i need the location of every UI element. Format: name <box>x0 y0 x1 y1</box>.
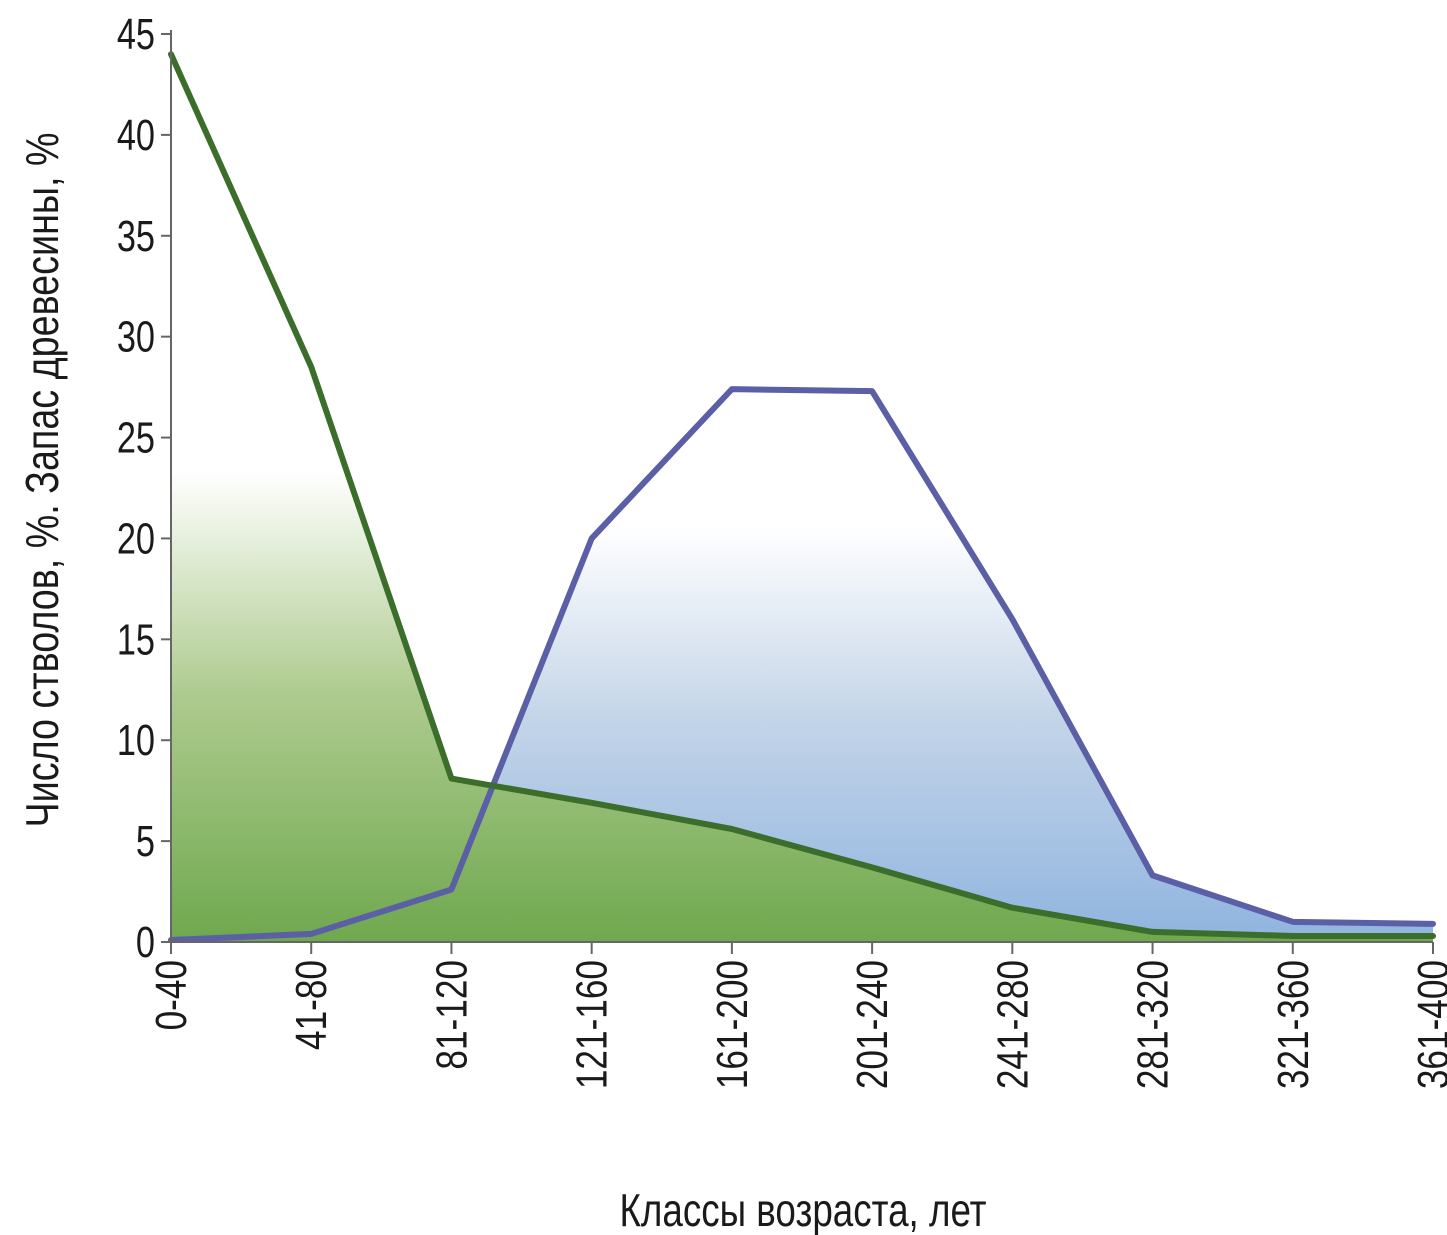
y-tick-label: 5 <box>136 817 155 866</box>
y-tick-label: 15 <box>117 615 155 664</box>
series-wood-stock-point-81-120 <box>448 887 454 893</box>
y-tick-label: 30 <box>117 313 155 362</box>
series-trunk-count-area <box>171 54 1433 943</box>
series-wood-stock-point-241-280 <box>1009 616 1015 622</box>
x-tick-label: 121-160 <box>568 960 617 1089</box>
series-wood-stock-point-161-200 <box>729 386 735 392</box>
x-tick-label: 321-360 <box>1269 960 1318 1089</box>
y-tick-label: 20 <box>117 514 155 563</box>
x-tick-label: 41-80 <box>288 960 337 1050</box>
x-tick-label: 281-320 <box>1129 960 1178 1089</box>
y-tick-label: 0 <box>136 918 155 967</box>
series-trunk-count-point-201-240 <box>869 864 875 870</box>
series-trunk-count-line <box>168 51 1436 939</box>
x-tick-label: 201-240 <box>848 960 897 1089</box>
y-tick-label: 35 <box>117 212 155 261</box>
x-tick-label: 81-120 <box>428 960 477 1070</box>
series-trunk-count-point-321-360 <box>1290 933 1296 939</box>
axes <box>161 30 1434 954</box>
series-trunk-count-point-241-280 <box>1009 905 1015 911</box>
area-fills <box>171 54 1433 943</box>
series-trunk-count-point-361-400 <box>1430 933 1436 939</box>
y-tick-label: 10 <box>117 716 155 765</box>
x-axis-title: Классы возраста, лет <box>619 1184 986 1235</box>
series-trunk-count-point-41-80 <box>308 364 314 370</box>
y-tick-label: 40 <box>117 111 155 160</box>
series-wood-stock-point-361-400 <box>1430 921 1436 927</box>
axis-labels: 0 5 10 15 20 25 30 35 40 45 0-40 41-80 81-120 121-160… <box>16 10 1447 1235</box>
y-tick-label: 45 <box>117 10 155 59</box>
series-wood-stock-point-121-160 <box>589 535 595 541</box>
series-lines <box>168 51 1436 943</box>
series-wood-stock-point-281-320 <box>1150 872 1156 878</box>
series-wood-stock-line <box>168 386 1436 943</box>
y-tick-label: 25 <box>117 414 155 463</box>
series-trunk-count-point-281-320 <box>1150 929 1156 935</box>
x-tick-label: 361-400 <box>1409 960 1447 1089</box>
x-tick-label: 241-280 <box>989 960 1038 1089</box>
series-wood-stock-point-41-80 <box>308 931 314 937</box>
series-trunk-count-point-81-120 <box>448 776 454 782</box>
series-trunk-count-point-161-200 <box>729 826 735 832</box>
series-wood-stock-point-201-240 <box>869 388 875 394</box>
series-wood-stock-point-321-360 <box>1290 919 1296 925</box>
x-tick-label: 161-200 <box>708 960 757 1089</box>
series-trunk-count-point-121-160 <box>589 800 595 806</box>
y-axis-title: Число стволов, %. Запас древесины, % <box>16 133 67 828</box>
x-tick-label: 0-40 <box>147 960 196 1030</box>
